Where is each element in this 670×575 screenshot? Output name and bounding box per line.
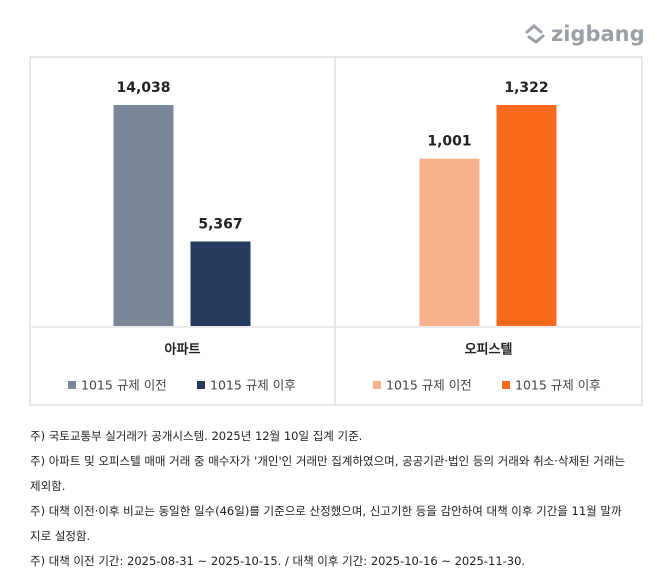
legend-swatch	[502, 381, 510, 389]
legend-swatch	[197, 381, 205, 389]
note: 주) 대책 이전 기간: 2025-08-31 ~ 2025-10-15. / …	[30, 554, 526, 568]
value-label: 5,367	[198, 217, 242, 233]
bar	[113, 105, 174, 326]
panel-border	[334, 56, 643, 406]
value-label: 14,038	[116, 80, 170, 96]
legend-swatch	[68, 381, 76, 389]
legend-label: 1015 규제 이전	[386, 378, 472, 393]
bar	[419, 158, 480, 326]
bar	[190, 241, 251, 326]
legend-swatch	[373, 381, 381, 389]
value-label: 1,001	[427, 134, 471, 150]
legend-label: 1015 규제 이후	[210, 378, 296, 393]
note: 주) 국토교통부 실거래가 공개시스템. 2025년 12월 10일 집계 기준…	[30, 429, 363, 443]
note: 주) 아파트 및 오피스텔 매매 거래 중 매수자가 '개인'인 거래만 집계하…	[30, 454, 626, 493]
logo-icon	[525, 24, 545, 44]
note: 주) 대책 이전·이후 비교는 동일한 일수(46일)를 기준으로 산정했으며,…	[30, 504, 622, 543]
value-label: 1,322	[504, 80, 548, 96]
legend-label: 1015 규제 이후	[515, 378, 601, 393]
legend-label: 1015 규제 이전	[81, 378, 167, 393]
x-tick-label: 오피스텔	[465, 343, 513, 358]
x-tick-label: 아파트	[165, 342, 201, 358]
chart: zigbang 14,038 5,367 아파트 1015 규제 이전 1015 규제 …	[29, 22, 645, 406]
logo: zigbang	[551, 22, 645, 46]
notes: 주) 국토교통부 실거래가 공개시스템. 2025년 12월 10일 집계 기준…	[30, 424, 630, 574]
bar	[496, 105, 557, 326]
